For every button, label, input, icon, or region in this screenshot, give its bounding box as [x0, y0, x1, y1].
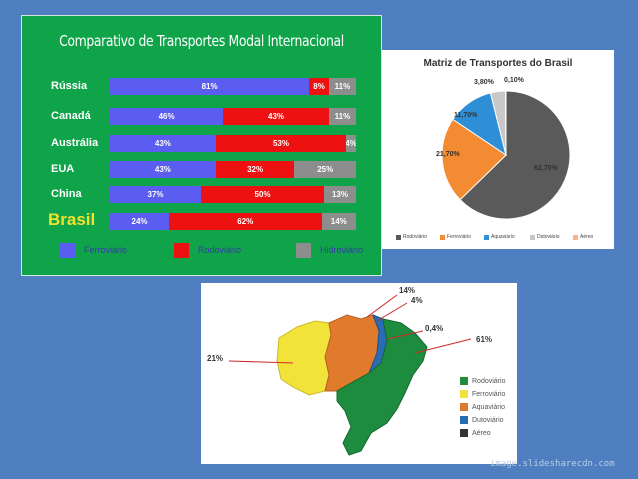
pie-data-label: 21,70% [436, 151, 460, 158]
legend-swatch [174, 243, 189, 258]
legend-label: Ferroviário [472, 390, 506, 398]
pie-data-label: 11,70% [454, 112, 478, 119]
bar-segment: 50% [201, 186, 325, 203]
bar-segment: 11% [328, 108, 356, 125]
bar-segment: 43% [223, 108, 329, 125]
map-region-ferroviario [276, 320, 332, 396]
legend-swatch [484, 234, 489, 240]
map-label-aereo: 0,4% [425, 324, 444, 333]
pie-data-label: 62,70% [534, 165, 558, 172]
bar-segment: 4% [346, 135, 356, 152]
bar-segment: 14% [321, 213, 356, 230]
bar-segment: 11% [328, 78, 356, 95]
legend-label: Aéreo [580, 234, 594, 240]
bar-segment: 81% [110, 78, 310, 95]
legend-swatch [460, 429, 468, 437]
leader-line-61 [414, 338, 472, 354]
legend-label: Rodoviário [472, 377, 506, 385]
category-label: Canadá [51, 110, 91, 122]
pie-legend-item: Aéreo [573, 234, 593, 240]
legend-swatch [460, 403, 468, 411]
map-label-rodoviario: 61% [476, 335, 493, 344]
bar-row: 46% 43% 11% [110, 108, 356, 125]
legend-swatch [60, 243, 75, 258]
category-label: China [51, 188, 82, 200]
legend-label: Ferroviário [447, 234, 471, 240]
bar-segment: 25% [294, 161, 356, 178]
pie-title: Matriz de Transportes do Brasil [423, 58, 573, 69]
legend-swatch [530, 234, 535, 240]
bar-segment: 46% [110, 108, 224, 125]
bar-row: 37% 50% 13% [110, 186, 356, 203]
legend-label: Aquaviário [491, 234, 515, 240]
map-legend-item: Aquaviário [460, 403, 505, 411]
category-label: Austrália [51, 137, 99, 149]
legend-swatch [573, 234, 578, 240]
pie-legend-item: Ferroviário [440, 234, 471, 240]
legend-label: Aquaviário [472, 403, 506, 411]
pie-slice [459, 90, 571, 220]
pie-data-label: 0,10% [504, 77, 524, 84]
bar-segment: 13% [324, 186, 356, 203]
bar-segment: 43% [110, 135, 216, 152]
legend-swatch [460, 377, 468, 385]
leader-line-14 [366, 294, 398, 318]
map-legend-item: Ferroviário [460, 390, 505, 398]
map-label-aquaviario: 14% [399, 286, 416, 295]
bar-segment: 43% [110, 161, 216, 178]
legend-label: Aéreo [472, 429, 491, 437]
pie-slice [441, 118, 507, 201]
map-region-rodoviario [336, 318, 428, 456]
pie-legend-item: Aquaviário [484, 234, 515, 240]
map-legend-item: Dutoviário [460, 416, 504, 424]
bar-row: 43%53%4% [110, 135, 356, 152]
legend-label: Rodoviário [403, 234, 427, 240]
category-label: Brasil [48, 210, 96, 229]
chart-title: Comparativo de Transportes Modal Interna… [59, 32, 344, 50]
bar-segment: 37% [110, 186, 202, 203]
legend-label: Hidroviário [320, 245, 364, 255]
legend-swatch [440, 234, 445, 240]
bar-segment: 32% [215, 161, 295, 178]
legend-swatch [396, 234, 401, 240]
legend-label: Dutoviário [537, 234, 560, 240]
leader-line-4 [376, 302, 408, 322]
bar-segment: 62% [169, 213, 322, 230]
legend-label: Rodoviário [198, 245, 242, 255]
legend-label: Ferroviário [84, 245, 128, 255]
legend-swatch [460, 416, 468, 424]
pie-legend-item: Rodoviário [396, 234, 427, 240]
bar-segment: 24% [110, 213, 170, 230]
map-legend-item: Aéreo [460, 429, 491, 437]
map-label-ferroviario: 21% [207, 354, 224, 363]
category-label: Rússia [51, 80, 88, 92]
bar-row: 43% 32% 25% [110, 161, 356, 178]
legend-label: Dutoviário [472, 416, 504, 424]
map-label-dutoviario: 4% [411, 296, 423, 305]
brazil-map [228, 294, 472, 456]
pie-legend-item: Dutoviário [530, 234, 560, 240]
watermark: image.slidesharecdn.com [490, 459, 615, 469]
category-label: EUA [51, 163, 75, 175]
brazil-transport-pie-chart: Matriz de Transportes do Brasil 62,70% 21… [382, 50, 614, 249]
legend-swatch [460, 390, 468, 398]
modal-comparison-chart: Comparativo de Transportes Modal Interna… [21, 15, 382, 276]
brazil-map-chart: 14% 4% 0,4% 61% 21% Rodoviário Ferroviári… [201, 283, 517, 464]
legend-swatch [296, 243, 311, 258]
bar-row: 24% 62% 14% [110, 213, 356, 230]
map-legend-item: Rodoviário [460, 377, 505, 385]
bar-segment: 8% [309, 78, 329, 95]
leader-line-21 [228, 360, 294, 364]
bar-segment: 53% [215, 135, 347, 152]
pie-svg [441, 90, 571, 220]
bar-row: 81% 8% 11% [110, 78, 356, 95]
pie-data-label: 3,80% [474, 79, 494, 86]
leader-line-04 [386, 330, 424, 340]
